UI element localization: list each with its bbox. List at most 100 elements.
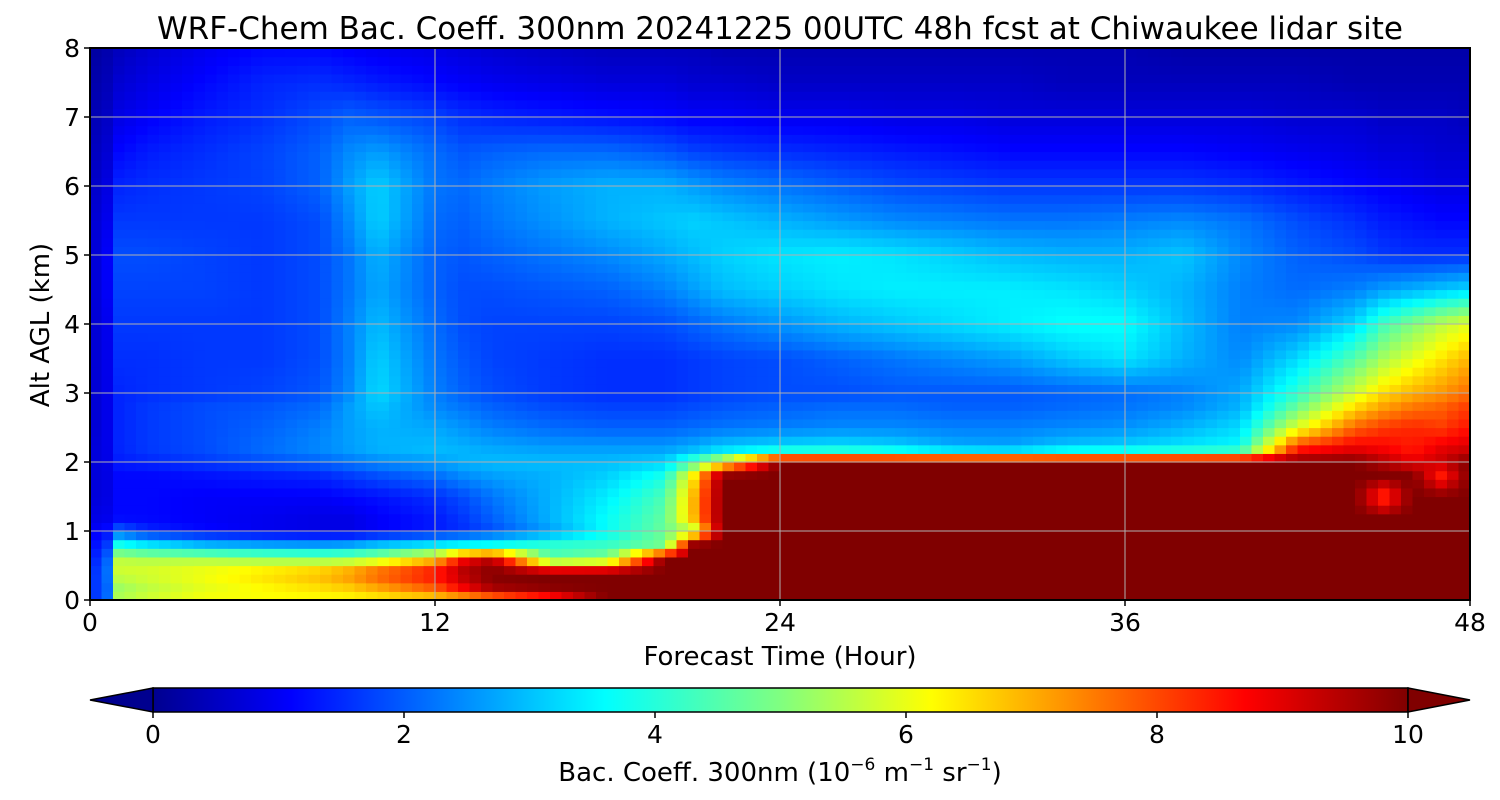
heatmap-cell — [653, 203, 666, 213]
heatmap-cell — [883, 393, 896, 403]
heatmap-cell — [975, 556, 988, 567]
heatmap-cell — [469, 393, 482, 403]
heatmap-cell — [630, 82, 643, 92]
heatmap-cell — [274, 418, 287, 429]
heatmap-cell — [412, 272, 425, 282]
heatmap-cell — [941, 341, 954, 351]
heatmap-cell — [228, 401, 241, 411]
heatmap-cell — [573, 565, 586, 575]
heatmap-cell — [458, 48, 471, 58]
heatmap-cell — [711, 565, 724, 575]
heatmap-cell — [423, 229, 436, 239]
heatmap-cell — [619, 237, 632, 247]
heatmap-cell — [297, 358, 310, 368]
heatmap-cell — [826, 513, 839, 523]
heatmap-cell — [320, 470, 333, 480]
heatmap-cell — [584, 117, 597, 127]
heatmap-cell — [676, 306, 689, 316]
heatmap-cell — [446, 513, 459, 523]
heatmap-cell — [331, 246, 344, 256]
heatmap-cell — [561, 539, 574, 549]
heatmap-cell — [377, 582, 390, 592]
heatmap-cell — [458, 375, 471, 385]
heatmap-cell — [136, 418, 149, 429]
heatmap-cell — [239, 237, 252, 247]
heatmap-cell — [228, 332, 241, 342]
heatmap-cell — [573, 255, 586, 265]
heatmap-cell — [400, 151, 413, 161]
heatmap-cell — [596, 367, 609, 377]
heatmap-cell — [837, 324, 850, 334]
heatmap-cell — [124, 151, 137, 161]
heatmap-cell — [412, 324, 425, 334]
heatmap-cell — [630, 539, 643, 549]
heatmap-cell — [757, 591, 770, 600]
heatmap-cell — [205, 194, 218, 204]
heatmap-cell — [159, 125, 172, 135]
heatmap-cell — [918, 298, 931, 308]
heatmap-cell — [228, 410, 241, 420]
heatmap-cell — [136, 142, 149, 153]
heatmap-cell — [354, 436, 367, 446]
heatmap-cell — [665, 556, 678, 567]
heatmap-cell — [504, 324, 517, 334]
heatmap-cell — [814, 548, 827, 558]
heatmap-cell — [435, 168, 448, 178]
heatmap-cell — [768, 418, 781, 429]
heatmap-cell — [906, 462, 919, 472]
heatmap-cell — [826, 565, 839, 575]
heatmap-cell — [883, 418, 896, 429]
heatmap-cell — [826, 410, 839, 420]
heatmap-cell — [101, 99, 114, 109]
heatmap-cell — [872, 117, 885, 127]
heatmap-cell — [527, 298, 540, 308]
heatmap-cell — [136, 548, 149, 558]
heatmap-cell — [952, 332, 965, 342]
heatmap-cell — [895, 186, 908, 196]
heatmap-cell — [872, 427, 885, 437]
heatmap-cell — [837, 160, 850, 170]
heatmap-cell — [538, 582, 551, 592]
heatmap-cell — [113, 125, 126, 135]
heatmap-cell — [607, 306, 620, 316]
heatmap-cell — [734, 306, 747, 316]
heatmap-cell — [906, 349, 919, 360]
heatmap-cell — [619, 384, 632, 394]
heatmap-cell — [159, 574, 172, 584]
heatmap-cell — [481, 142, 494, 153]
heatmap-cell — [929, 315, 942, 325]
heatmap-cell — [182, 487, 195, 498]
heatmap-cell — [550, 255, 563, 265]
heatmap-cell — [653, 332, 666, 342]
heatmap-cell — [734, 401, 747, 411]
heatmap-cell — [446, 168, 459, 178]
heatmap-cell — [619, 177, 632, 187]
heatmap-cell — [711, 298, 724, 308]
heatmap-cell — [216, 453, 229, 463]
heatmap-cell — [906, 220, 919, 230]
heatmap-cell — [929, 539, 942, 549]
heatmap-cell — [101, 565, 114, 575]
heatmap-cell — [722, 522, 735, 532]
heatmap-cell — [561, 298, 574, 308]
heatmap-cell — [354, 255, 367, 265]
heatmap-cell — [170, 315, 183, 325]
heatmap-cell — [607, 496, 620, 506]
heatmap-cell — [205, 56, 218, 66]
heatmap-cell — [860, 272, 873, 282]
heatmap-cell — [377, 375, 390, 385]
heatmap-cell — [216, 203, 229, 213]
heatmap-cell — [872, 513, 885, 523]
heatmap-cell — [780, 349, 793, 360]
heatmap-cell — [573, 117, 586, 127]
heatmap-cell — [331, 349, 344, 360]
heatmap-cell — [814, 99, 827, 109]
heatmap-cell — [285, 142, 298, 153]
heatmap-cell — [780, 375, 793, 385]
heatmap-cell — [331, 168, 344, 178]
heatmap-cell — [308, 556, 321, 567]
heatmap-cell — [826, 186, 839, 196]
heatmap-cell — [285, 108, 298, 118]
heatmap-cell — [872, 203, 885, 213]
heatmap-cell — [400, 315, 413, 325]
